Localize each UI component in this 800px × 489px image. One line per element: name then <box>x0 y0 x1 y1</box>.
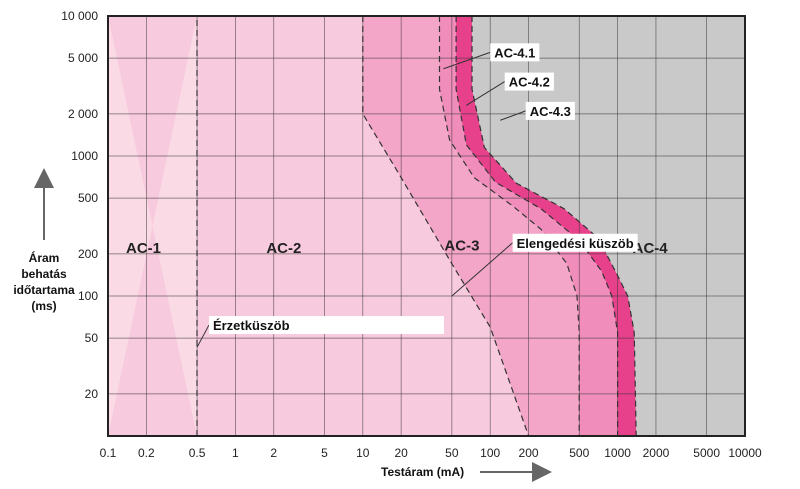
x-tick-label: 500 <box>569 446 589 460</box>
zone-label-ac-1: AC-1 <box>126 240 161 257</box>
x-tick-labels: 0.1 0.2 0.5 1 2 5 10 20 50 100 200 500 1000 2000 5000 1… <box>100 446 762 460</box>
y-axis-title-line: (ms) <box>31 299 56 313</box>
annotation-box <box>208 316 444 335</box>
y-axis-title-line: Áram <box>29 250 60 265</box>
annotation-label: Elengedési küszöb <box>517 236 634 251</box>
curve-ac-4-2 <box>455 16 619 436</box>
annotation-box <box>504 72 554 91</box>
curve-ac-4-1 <box>438 16 580 436</box>
x-tick-label: 1000 <box>604 446 631 460</box>
y-tick-label: 50 <box>85 331 99 345</box>
x-tick-label: 0.2 <box>138 446 155 460</box>
y-axis-title-line: behatás <box>21 267 67 281</box>
y-tick-labels: 20 50 100 200 500 1000 2 000 5 000 10 000 <box>61 9 98 401</box>
annotation-label: AC-4.1 <box>494 45 535 60</box>
zone-ac-1-fill <box>108 16 197 436</box>
annotation-label: Érzetküszöb <box>213 318 290 333</box>
zone-label-ac-4: AC-4 <box>633 240 669 257</box>
x-tick-label: 1 <box>232 446 239 460</box>
zone-label-ac-3: AC-3 <box>444 237 479 254</box>
y-tick-label: 5 000 <box>68 51 98 65</box>
x-tick-label: 5000 <box>693 446 720 460</box>
y-tick-label: 100 <box>78 289 98 303</box>
y-tick-label: 500 <box>78 191 98 205</box>
x-tick-label: 2 <box>270 446 277 460</box>
x-tick-label: 20 <box>394 446 408 460</box>
x-axis-title: Testáram (mA) <box>381 465 464 479</box>
curves-layer <box>196 16 637 436</box>
curve-elenged-si-k-sz-b <box>362 16 530 436</box>
y-tick-label: 10 000 <box>61 9 98 23</box>
x-tick-label: 100 <box>480 446 500 460</box>
x-tick-label: 2000 <box>643 446 670 460</box>
annotation-pointer <box>466 81 505 106</box>
annotation-pointer <box>500 110 526 121</box>
annotations-layer: AC-4.1 AC-4.2 AC-4.3 Elengedési küszöb Érzet… <box>196 43 638 348</box>
x-tick-label: 50 <box>445 446 459 460</box>
zone-labels: AC-1 AC-2 AC-3 AC-4 <box>126 237 668 257</box>
annotation-box <box>525 101 575 120</box>
x-tick-label: 200 <box>519 446 539 460</box>
zones-layer <box>108 16 745 436</box>
y-tick-label: 1000 <box>71 149 98 163</box>
annotation-box <box>490 43 540 62</box>
y-tick-label: 2 000 <box>68 107 98 121</box>
annotation-label: AC-4.3 <box>530 104 571 119</box>
annotation-label: AC-4.2 <box>509 75 550 90</box>
y-axis-title: Áram behatás időtartama (ms) <box>13 250 75 313</box>
annotation-box <box>512 233 638 252</box>
y-tick-label: 20 <box>85 387 99 401</box>
plot-frame <box>107 15 746 437</box>
curve-ac-4-3 <box>471 16 637 436</box>
x-tick-label: 0.1 <box>100 446 117 460</box>
annotation-pointer <box>196 324 210 348</box>
zone-label-ac-2: AC-2 <box>266 240 301 257</box>
x-tick-label: 0.5 <box>189 446 206 460</box>
y-axis-title-line: időtartama <box>13 283 75 297</box>
x-tick-label: 10000 <box>728 446 762 460</box>
x-tick-label: 10 <box>356 446 370 460</box>
annotation-pointer <box>451 242 513 297</box>
annotation-pointer <box>443 51 491 70</box>
x-tick-label: 5 <box>321 446 328 460</box>
y-tick-label: 200 <box>78 247 98 261</box>
